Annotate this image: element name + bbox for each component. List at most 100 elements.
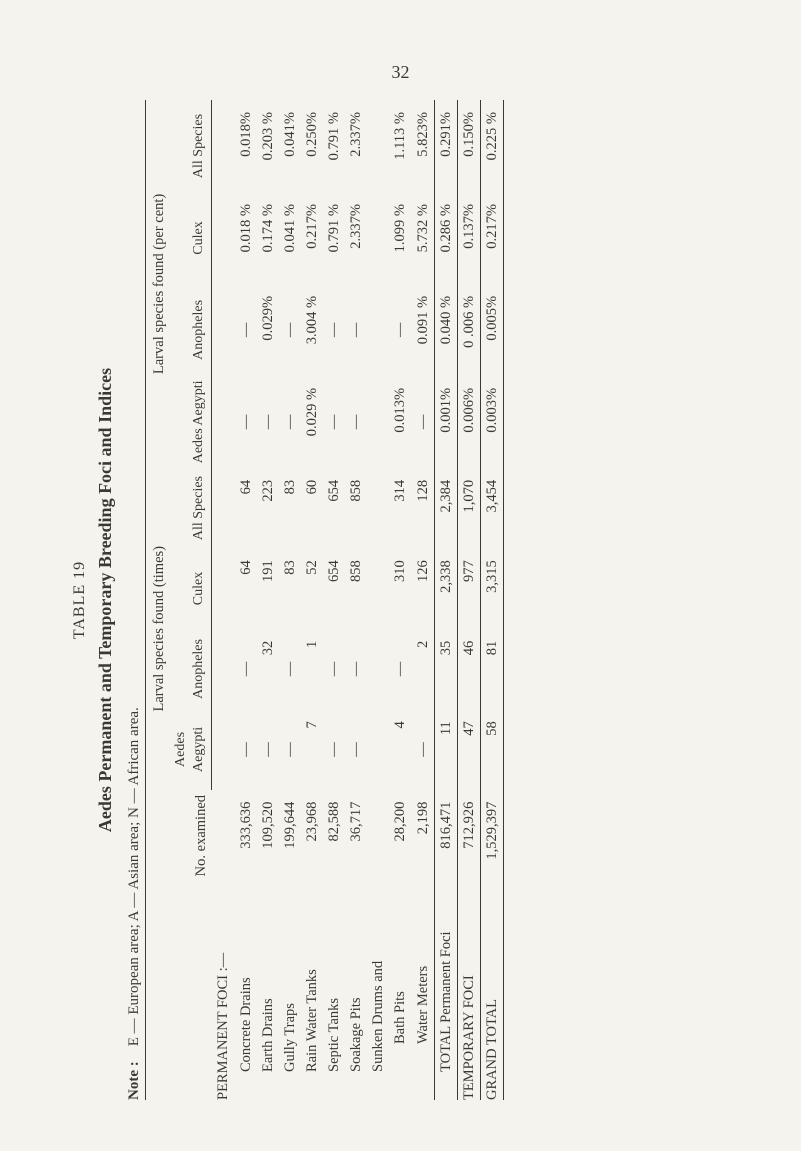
row-label: Rain Water Tanks <box>301 882 323 1100</box>
cell: 2.337% <box>345 192 367 284</box>
title-block: TABLE 19 Aedes Permanent and Temporary B… <box>70 100 117 1100</box>
row-label: TOTAL Permanent Foci <box>434 882 457 1100</box>
col-aedes-1: Aedes Aegypti <box>170 709 212 789</box>
cell: 28,200 <box>389 790 411 882</box>
section-permanent: PERMANENT FOCI :— <box>212 100 235 1100</box>
cell: — <box>323 376 345 468</box>
cell: 5.732 % <box>412 192 435 284</box>
cell: 4 <box>389 709 411 789</box>
cell: — <box>389 629 411 709</box>
table-row: Septic Tanks 82,588 — — 654 654 — — 0.79… <box>323 100 345 1100</box>
col-culex-2: Culex <box>170 192 212 284</box>
cell: 11 <box>434 709 457 789</box>
cell: 83 <box>279 468 301 548</box>
cell: 2.337% <box>345 100 367 192</box>
cell: 0.091 % <box>412 284 435 376</box>
cell: 3,454 <box>480 468 503 548</box>
row-label: Gully Traps <box>279 882 301 1100</box>
cell: 81 <box>480 629 503 709</box>
cell: 654 <box>323 468 345 548</box>
cell: 2,198 <box>412 790 435 882</box>
cell: 0.001% <box>434 376 457 468</box>
cell: — <box>412 709 435 789</box>
cell: — <box>279 629 301 709</box>
page-number: 32 <box>0 62 801 83</box>
rotated-table-wrapper: TABLE 19 Aedes Permanent and Temporary B… <box>70 100 504 1100</box>
cell: 3.004 % <box>301 284 323 376</box>
note-line: Note : E — European area; A — Asian area… <box>125 100 144 1100</box>
col-all-2: All Species <box>170 100 212 192</box>
cell: — <box>279 284 301 376</box>
cell: 3,315 <box>480 548 503 628</box>
col-anoph-2: Anopheles <box>170 284 212 376</box>
cell: — <box>257 376 279 468</box>
cell: 977 <box>457 548 480 628</box>
cell: 2,338 <box>434 548 457 628</box>
cell: 0.225 % <box>480 100 503 192</box>
cell: 191 <box>257 548 279 628</box>
cell: 0.217% <box>301 192 323 284</box>
grand-total-row: GRAND TOTAL 1,529,397 58 81 3,315 3,454 … <box>480 100 503 1100</box>
note-label: Note : <box>126 1061 142 1100</box>
cell: 0.040 % <box>434 284 457 376</box>
temporary-foci-row: TEMPORARY FOCI 712,926 47 46 977 1,070 0… <box>457 100 480 1100</box>
cell: 82,588 <box>323 790 345 882</box>
note-text: E — European area; A — Asian area; N — A… <box>126 707 142 1046</box>
cell: — <box>235 709 257 789</box>
cell: — <box>345 284 367 376</box>
cell: 199,644 <box>279 790 301 882</box>
cell: 314 <box>389 468 411 548</box>
row-label: TEMPORARY FOCI <box>457 882 480 1100</box>
cell: 60 <box>301 468 323 548</box>
cell: — <box>323 629 345 709</box>
row-label: Bath Pits <box>389 882 411 1100</box>
cell: 310 <box>389 548 411 628</box>
cell: 36,717 <box>345 790 367 882</box>
cell: 0.286 % <box>434 192 457 284</box>
data-table: No. examined Larval species found (times… <box>145 100 504 1100</box>
cell: 858 <box>345 468 367 548</box>
cell: 223 <box>257 468 279 548</box>
row-label: Concrete Drains <box>235 882 257 1100</box>
cell: 0.041 % <box>279 192 301 284</box>
cell: 32 <box>257 629 279 709</box>
cell: 0.018 % <box>235 192 257 284</box>
cell: 128 <box>412 468 435 548</box>
cell: 333,636 <box>235 790 257 882</box>
cell: 35 <box>434 629 457 709</box>
table-row: Soakage Pits 36,717 — — 858 858 — — 2.33… <box>345 100 367 1100</box>
cell: 0.250% <box>301 100 323 192</box>
cell: 858 <box>345 548 367 628</box>
cell: 0.003% <box>480 376 503 468</box>
table-row: Concrete Drains 333,636 — — 64 64 — — 0.… <box>235 100 257 1100</box>
cell: 46 <box>457 629 480 709</box>
cell: 0.005% <box>480 284 503 376</box>
cell: 2,384 <box>434 468 457 548</box>
cell: 1.099 % <box>389 192 411 284</box>
cell: 23,968 <box>301 790 323 882</box>
sunken-drums-label: Sunken Drums and <box>367 100 389 1100</box>
cell: 816,471 <box>434 790 457 882</box>
cell: 109,520 <box>257 790 279 882</box>
cell: 1,529,397 <box>480 790 503 882</box>
cell: 0.029 % <box>301 376 323 468</box>
cell: 0.013% <box>389 376 411 468</box>
table-row: Sunken Drums and <box>367 100 389 1100</box>
group-larval-times: Larval species found (times) <box>146 468 171 790</box>
cell: 47 <box>457 709 480 789</box>
cell: 0 .006 % <box>457 284 480 376</box>
cell: 1.113 % <box>389 100 411 192</box>
cell: — <box>323 284 345 376</box>
cell: 1,070 <box>457 468 480 548</box>
row-label: Earth Drains <box>257 882 279 1100</box>
cell: — <box>235 629 257 709</box>
cell: 58 <box>480 709 503 789</box>
total-permanent-row: TOTAL Permanent Foci 816,471 11 35 2,338… <box>434 100 457 1100</box>
cell: 0.137% <box>457 192 480 284</box>
table-title: Aedes Permanent and Temporary Breeding F… <box>94 100 117 1100</box>
cell: — <box>323 709 345 789</box>
cell: 0.029% <box>257 284 279 376</box>
cell: 0.150% <box>457 100 480 192</box>
cell: 1 <box>301 629 323 709</box>
cell: — <box>345 709 367 789</box>
